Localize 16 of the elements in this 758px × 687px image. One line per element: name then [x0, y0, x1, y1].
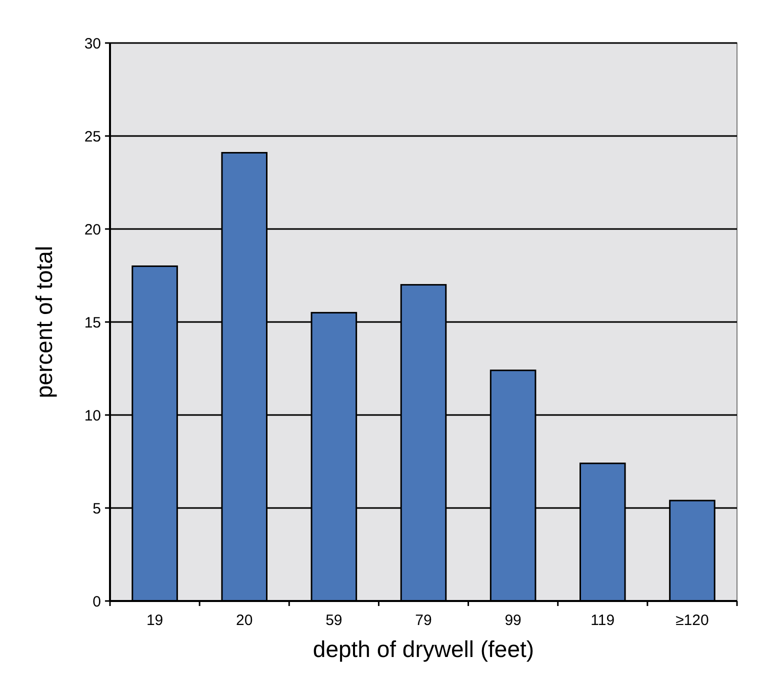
- y-tick-label: 30: [84, 35, 101, 52]
- x-axis-title: depth of drywell (feet): [312, 636, 534, 662]
- y-tick-label: 25: [84, 128, 101, 146]
- x-tick-label: 119: [590, 612, 615, 629]
- x-tick-label: 20: [236, 612, 253, 629]
- x-tick-label: 99: [504, 612, 522, 629]
- y-tick-label: 0: [92, 593, 101, 610]
- y-tick-label: 15: [84, 314, 101, 332]
- y-axis-title: percent of total: [31, 246, 57, 398]
- x-tick-label: 19: [146, 612, 164, 629]
- x-tick-label: ≥120: [676, 612, 709, 629]
- x-tick-label: 59: [326, 612, 342, 629]
- y-tick-label: 5: [92, 500, 101, 518]
- y-tick-label: 20: [84, 221, 101, 238]
- x-tick-label: 79: [415, 612, 432, 629]
- y-tick-label: 10: [84, 407, 101, 424]
